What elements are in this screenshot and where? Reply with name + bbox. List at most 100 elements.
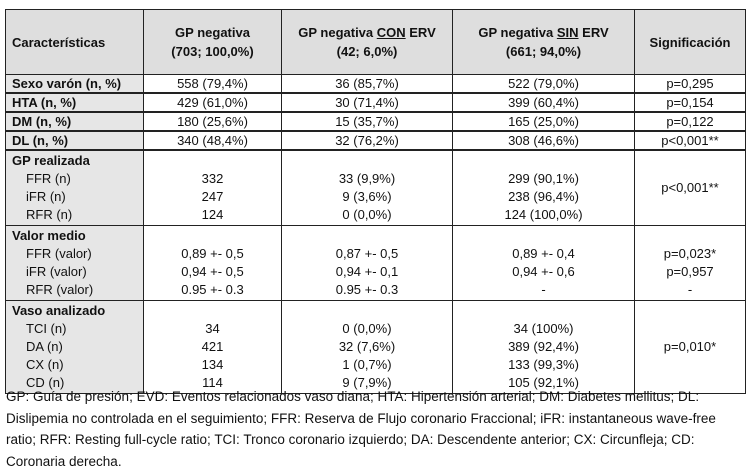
- row-label: Sexo varón (n, %): [5, 74, 144, 94]
- cell-line: Vaso analizado: [12, 303, 106, 318]
- cell-line: [150, 302, 275, 320]
- header-text: GP negativa: [298, 25, 377, 40]
- cell-line: FFR (valor): [26, 246, 92, 261]
- table-row: DL (n, %) 340 (48,4%) 32 (76,2%) 308 (46,6%…: [5, 130, 746, 151]
- group-label-cell: Vaso analizado TCI (n) DA (n) CX (n) CD (n): [5, 300, 144, 394]
- cell-significance: p=0,295: [634, 74, 746, 94]
- cell-line: [150, 152, 275, 170]
- cell-sin-erv: 308 (46,6%): [452, 130, 635, 151]
- cell-line: 0.95 +- 0.3: [181, 282, 244, 297]
- cell-line: Valor medio: [12, 228, 86, 243]
- group-cell-con: 33 (9,9%) 9 (3,6%) 0 (0,0%): [281, 149, 453, 226]
- cell-line: [288, 302, 446, 320]
- header-significance: Significación: [634, 9, 746, 75]
- cell-line: [459, 302, 628, 320]
- cell-line: 34: [205, 321, 220, 336]
- cell-line: 0,94 +- 0,5: [181, 264, 244, 279]
- cell-significance: p=0,122: [634, 111, 746, 132]
- group-cell-all: 0,89 +- 0,5 0,94 +- 0,5 0.95 +- 0.3: [143, 225, 282, 301]
- cell-line: p=0,010*: [663, 339, 717, 354]
- cell-con-erv: 32 (76,2%): [281, 130, 453, 151]
- cell-line: 389 (92,4%): [508, 339, 579, 354]
- characteristics-table: Características GP negativa (703; 100,0%)…: [5, 9, 746, 394]
- cell-sin-erv: 399 (60,4%): [452, 92, 635, 113]
- cell-line: 34 (100%): [513, 321, 574, 336]
- cell-line: 0 (0,0%): [342, 207, 392, 222]
- cell-line: RFR (n): [26, 207, 73, 222]
- group-cell-all: 332 247 124: [143, 149, 282, 226]
- cell-significance: p=0,154: [634, 92, 746, 113]
- cell-line: [459, 227, 628, 245]
- table-group-row: Valor medio FFR (valor) iFR (valor) RFR (va…: [5, 225, 746, 301]
- cell-sin-erv: 522 (79,0%): [452, 74, 635, 94]
- cell-line: p=0,957: [666, 264, 714, 279]
- cell-line: FFR (n): [26, 171, 71, 186]
- cell-sin-erv: 165 (25,0%): [452, 111, 635, 132]
- cell-line: 238 (96,4%): [508, 189, 579, 204]
- table-row: HTA (n, %) 429 (61,0%) 30 (71,4%) 399 (60,4…: [5, 92, 746, 113]
- cell-line: 9 (7,9%): [342, 375, 392, 390]
- header-characteristics: Características: [5, 9, 144, 75]
- cell-line: 332: [201, 171, 224, 186]
- row-label: DM (n, %): [5, 111, 144, 132]
- group-label-cell: Valor medio FFR (valor) iFR (valor) RFR (va…: [5, 225, 144, 301]
- cell-line: p<0,001**: [661, 180, 719, 195]
- group-cell-con: 0,87 +- 0,5 0,94 +- 0,1 0.95 +- 0.3: [281, 225, 453, 301]
- table-group-row: GP realizada FFR (n) iFR (n) RFR (n) 332 247…: [5, 149, 746, 226]
- header-gp-negative-con-erv: GP negativa CON ERV (42; 6,0%): [281, 9, 453, 75]
- row-label: HTA (n, %): [5, 92, 144, 113]
- group-cell-significance: p=0,010*: [634, 300, 746, 394]
- cell-gp-negative: 429 (61,0%): [143, 92, 282, 113]
- cell-line: [288, 152, 446, 170]
- cell-line: 33 (9,9%): [338, 171, 396, 186]
- cell-con-erv: 15 (35,7%): [281, 111, 453, 132]
- group-cell-sin: 34 (100%) 389 (92,4%) 133 (99,3%) 105 (92,1…: [452, 300, 635, 394]
- cell-line: [641, 227, 739, 245]
- cell-line: 124: [201, 207, 224, 222]
- cell-line: TCI (n): [26, 321, 67, 336]
- group-cell-con: 0 (0,0%) 32 (7,6%) 1 (0,7%) 9 (7,9%): [281, 300, 453, 394]
- cell-line: 114: [202, 375, 223, 390]
- table-footnote: GP: Guía de presión; EVD: Eventos relaci…: [6, 389, 716, 469]
- cell-line: 0,87 +- 0,5: [335, 246, 399, 261]
- cell-line: 124 (100,0%): [504, 207, 583, 222]
- cell-con-erv: 36 (85,7%): [281, 74, 453, 94]
- cell-line: [288, 227, 446, 245]
- header-underlined: CON: [376, 25, 406, 40]
- header-gp-negative: GP negativa (703; 100,0%): [143, 9, 282, 75]
- header-gp-negative-sin-erv: GP negativa SIN ERV (661; 94,0%): [452, 9, 635, 75]
- cell-line: p=0,023*: [663, 246, 717, 261]
- header-text: ERV: [405, 25, 436, 40]
- cell-line: CX (n): [26, 357, 64, 372]
- cell-line: -: [687, 282, 693, 297]
- cell-line: 0.95 +- 0.3: [335, 282, 399, 297]
- cell-line: 0,89 +- 0,4: [512, 246, 575, 261]
- group-cell-all: 34 421 134 114: [143, 300, 282, 394]
- group-cell-sin: 0,89 +- 0,4 0,94 +- 0,6 -: [452, 225, 635, 301]
- cell-line: 299 (90,1%): [508, 171, 579, 186]
- header-count: (703; 100,0%): [171, 44, 254, 59]
- cell-line: 1 (0,7%): [342, 357, 392, 372]
- cell-line: 0,89 +- 0,5: [181, 246, 244, 261]
- cell-significance: p<0,001**: [634, 130, 746, 151]
- cell-line: -: [541, 282, 546, 297]
- cell-gp-negative: 340 (48,4%): [143, 130, 282, 151]
- cell-line: GP realizada: [12, 153, 90, 168]
- cell-line: 0,94 +- 0,6: [512, 264, 575, 279]
- cell-gp-negative: 180 (25,6%): [143, 111, 282, 132]
- cell-line: iFR (n): [26, 189, 66, 204]
- cell-con-erv: 30 (71,4%): [281, 92, 453, 113]
- cell-line: 9 (3,6%): [342, 189, 392, 204]
- header-text: ERV: [578, 25, 609, 40]
- table-row: Sexo varón (n, %) 558 (79,4%) 36 (85,7%) 52…: [5, 74, 746, 94]
- cell-line: iFR (valor): [26, 264, 87, 279]
- cell-line: CD (n): [26, 375, 65, 390]
- header-text: GP negativa: [175, 25, 250, 40]
- cell-line: 0,94 +- 0,1: [335, 264, 399, 279]
- cell-line: [459, 152, 628, 170]
- cell-line: 134: [201, 357, 224, 372]
- group-cell-sin: 299 (90,1%) 238 (96,4%) 124 (100,0%): [452, 149, 635, 226]
- cell-gp-negative: 558 (79,4%): [143, 74, 282, 94]
- cell-line: RFR (valor): [26, 282, 94, 297]
- group-label-cell: GP realizada FFR (n) iFR (n) RFR (n): [5, 149, 144, 226]
